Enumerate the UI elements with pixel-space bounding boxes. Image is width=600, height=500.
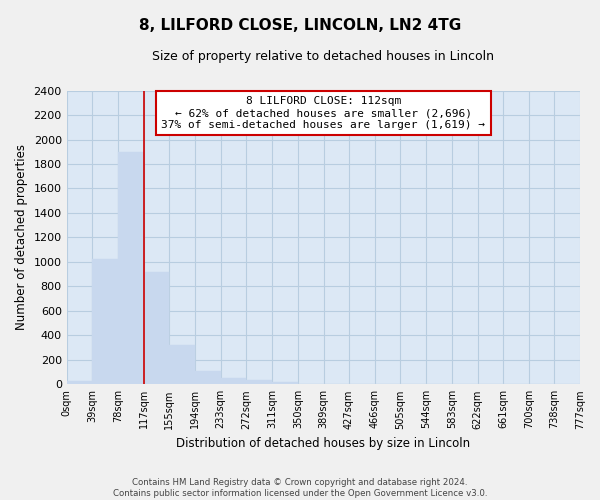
Text: Contains HM Land Registry data © Crown copyright and database right 2024.
Contai: Contains HM Land Registry data © Crown c…: [113, 478, 487, 498]
Bar: [272, 382, 298, 384]
Bar: [221, 378, 247, 384]
Bar: [67, 381, 92, 384]
X-axis label: Distribution of detached houses by size in Lincoln: Distribution of detached houses by size …: [176, 437, 470, 450]
Bar: [247, 380, 272, 384]
Bar: [144, 272, 169, 384]
Text: 8 LILFORD CLOSE: 112sqm
← 62% of detached houses are smaller (2,696)
37% of semi: 8 LILFORD CLOSE: 112sqm ← 62% of detache…: [161, 96, 485, 130]
Bar: [169, 345, 195, 385]
Bar: [92, 260, 118, 384]
Title: Size of property relative to detached houses in Lincoln: Size of property relative to detached ho…: [152, 50, 494, 63]
Text: 8, LILFORD CLOSE, LINCOLN, LN2 4TG: 8, LILFORD CLOSE, LINCOLN, LN2 4TG: [139, 18, 461, 32]
Y-axis label: Number of detached properties: Number of detached properties: [15, 144, 28, 330]
Bar: [118, 152, 144, 384]
Bar: [195, 371, 221, 384]
